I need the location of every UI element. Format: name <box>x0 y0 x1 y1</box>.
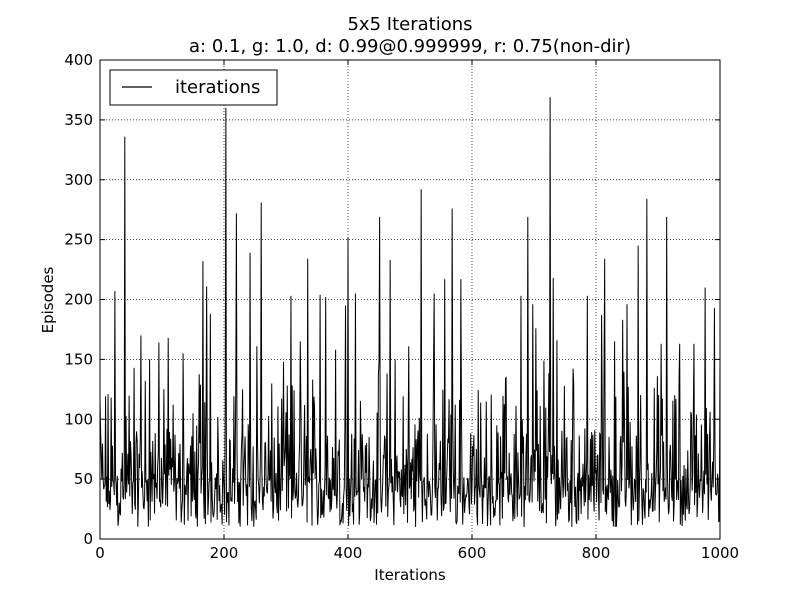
chart-title: 5x5 Iterations <box>347 14 472 35</box>
chart-subtitle: a: 0.1, g: 1.0, d: 0.99@0.999999, r: 0.7… <box>189 36 631 57</box>
y-tick-label: 0 <box>83 530 93 548</box>
x-axis-label: Iterations <box>374 566 446 584</box>
x-tick-label: 0 <box>95 544 105 562</box>
y-tick-label: 250 <box>64 231 93 249</box>
x-tick-label: 800 <box>582 544 611 562</box>
x-tick-label: 600 <box>458 544 487 562</box>
y-tick-label: 400 <box>64 51 93 69</box>
y-tick-label: 350 <box>64 111 93 129</box>
x-tick-label: 200 <box>210 544 239 562</box>
x-tick-label: 400 <box>334 544 363 562</box>
y-axis: 0 50 100 150 200 250 300 350 400 <box>64 51 720 548</box>
x-tick-label: 1000 <box>701 544 739 562</box>
series-line-iterations <box>99 97 721 527</box>
y-tick-label: 50 <box>74 470 93 488</box>
legend-label-iterations: iterations <box>175 77 260 98</box>
y-tick-label: 100 <box>64 410 93 428</box>
x-axis: 0 200 400 600 800 1000 <box>95 60 739 562</box>
y-axis-label: Episodes <box>39 266 57 333</box>
series-iterations <box>99 97 721 527</box>
y-tick-label: 150 <box>64 350 93 368</box>
legend: iterations <box>109 69 278 106</box>
y-tick-label: 200 <box>64 291 93 309</box>
y-tick-label: 300 <box>64 171 93 189</box>
